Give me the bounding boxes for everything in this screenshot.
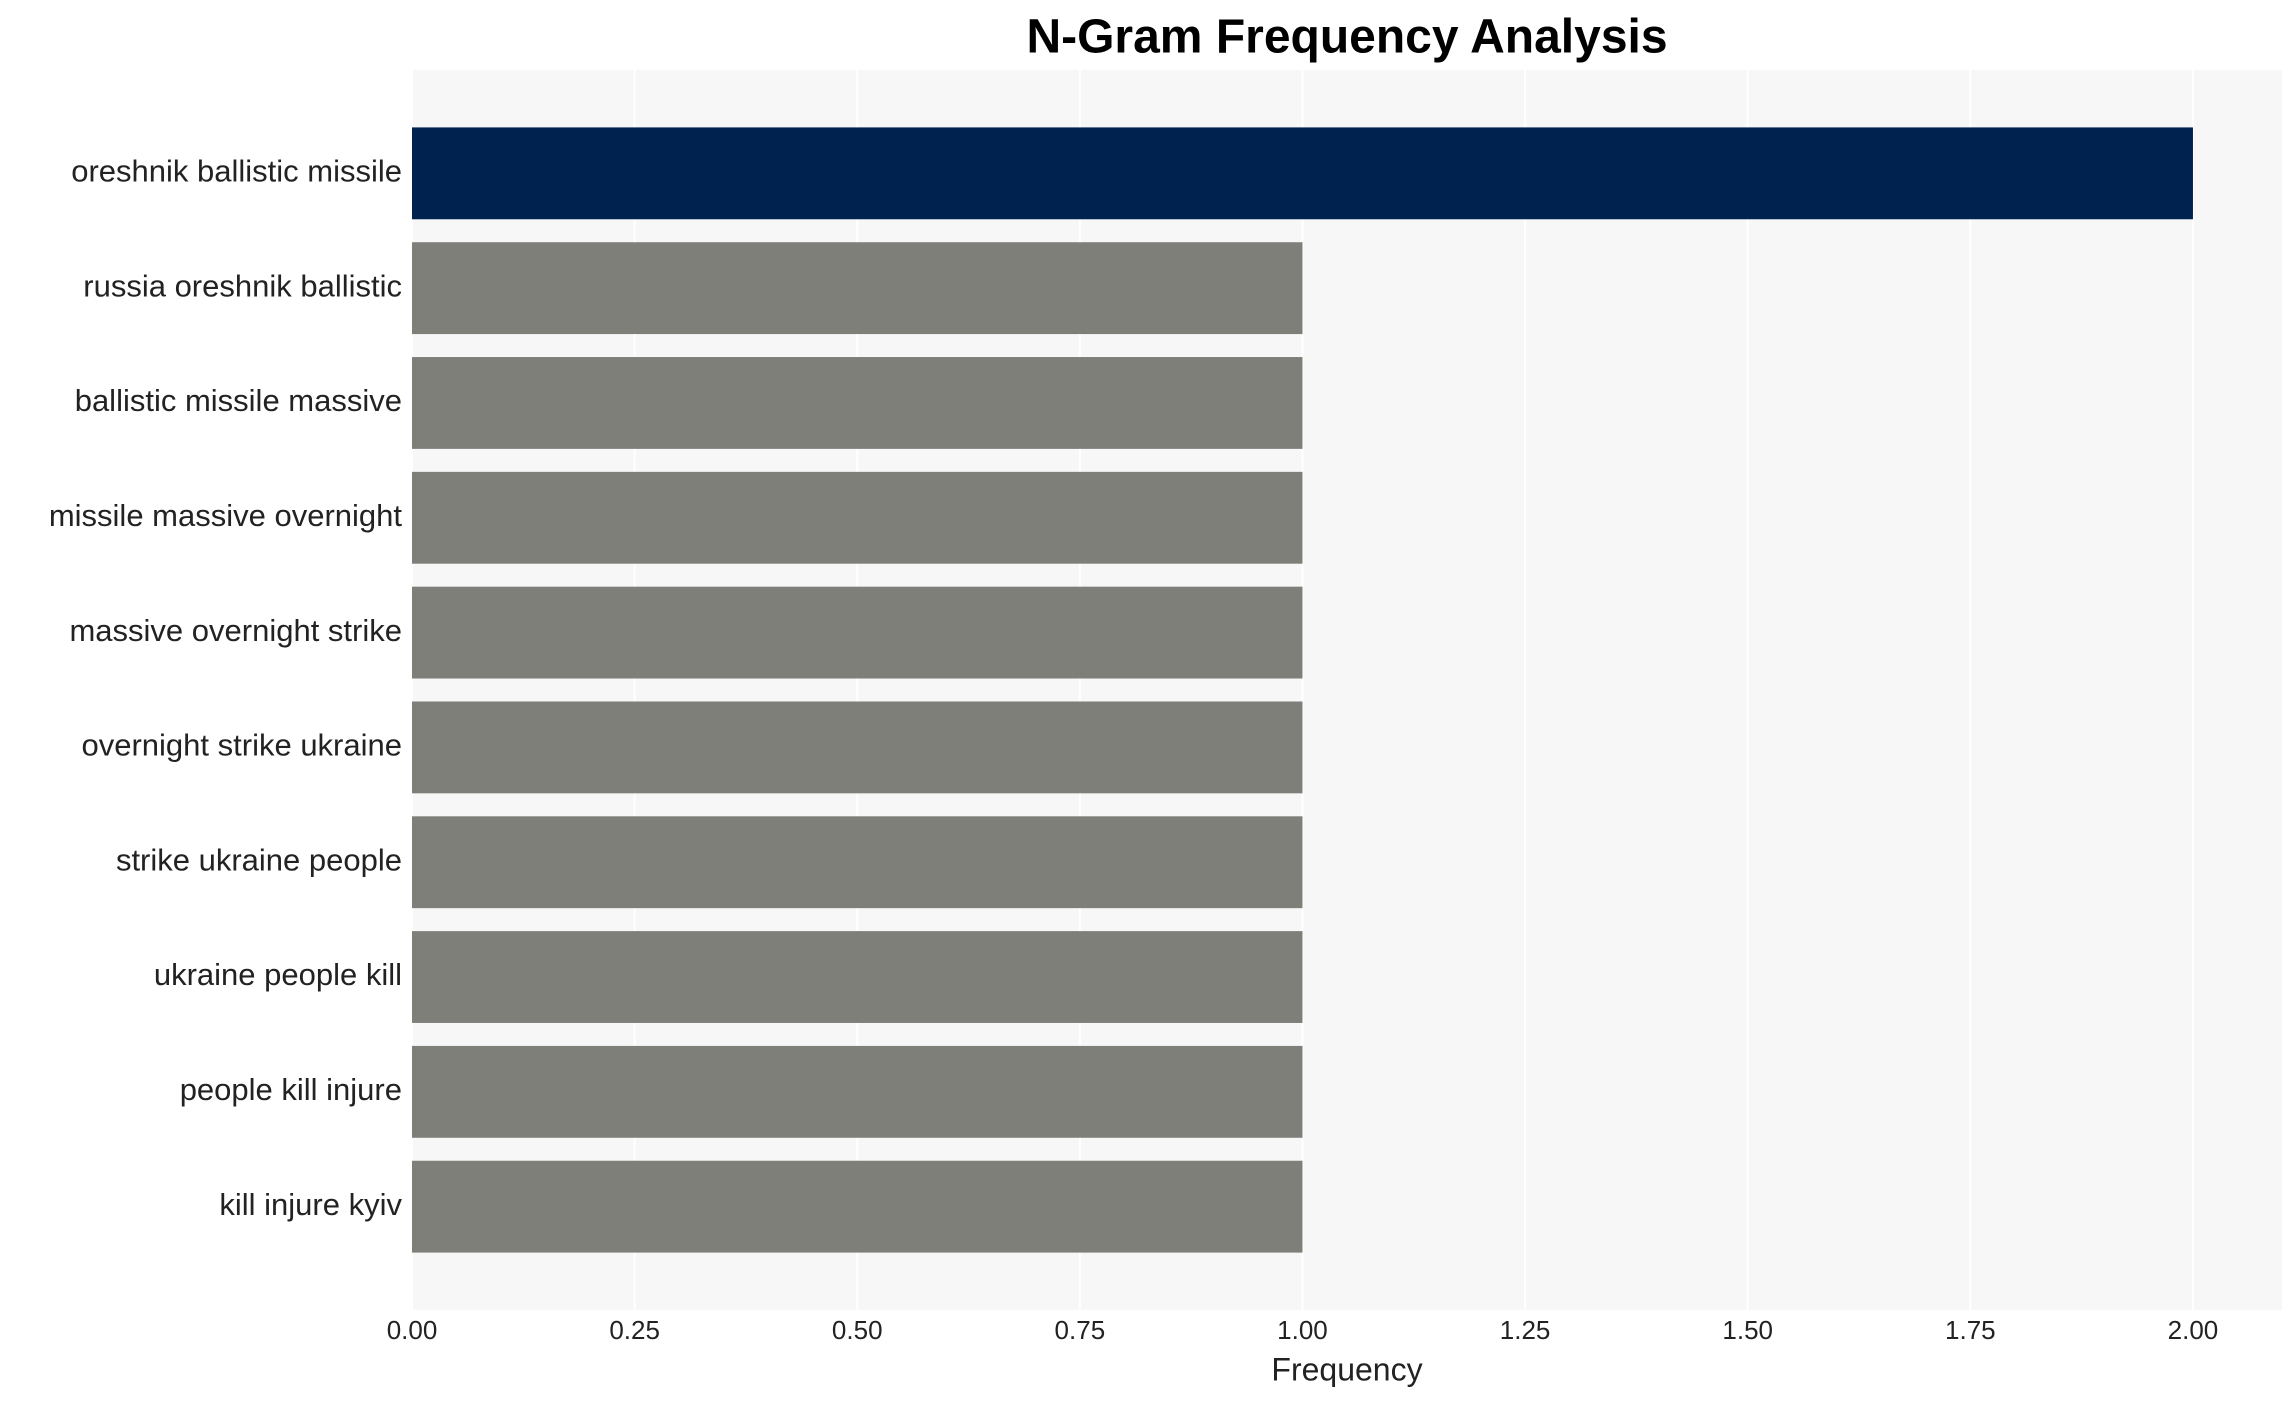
y-tick-label: people kill injure <box>180 1072 402 1107</box>
chart-title: N-Gram Frequency Analysis <box>1026 11 1667 64</box>
bar <box>412 242 1303 335</box>
y-tick-label: missile massive overnight <box>49 498 403 533</box>
y-tick-label: oreshnik ballistic missile <box>71 154 402 189</box>
y-tick-label: kill injure kyiv <box>219 1187 402 1222</box>
bar <box>412 586 1303 679</box>
x-tick-label: 2.00 <box>2168 1315 2219 1345</box>
x-tick-label: 1.50 <box>1722 1315 1773 1345</box>
y-tick-label: massive overnight strike <box>69 613 402 648</box>
x-tick-label: 1.75 <box>1945 1315 1996 1345</box>
bar <box>412 816 1303 909</box>
bar <box>412 1160 1303 1253</box>
x-axis-label: Frequency <box>1271 1351 1422 1387</box>
y-tick-label: ukraine people kill <box>154 957 402 992</box>
x-tick-label: 0.00 <box>387 1315 438 1345</box>
x-tick-label: 0.75 <box>1055 1315 1106 1345</box>
bar <box>412 471 1303 564</box>
x-tick-label: 0.25 <box>609 1315 660 1345</box>
bar <box>412 701 1303 794</box>
x-tick-label: 0.50 <box>832 1315 883 1345</box>
y-tick-label: russia oreshnik ballistic <box>83 268 402 303</box>
bar <box>412 1045 1303 1138</box>
x-tick-label: 1.00 <box>1277 1315 1328 1345</box>
y-tick-label: ballistic missile massive <box>75 383 402 418</box>
y-tick-label: strike ukraine people <box>116 842 402 877</box>
bar <box>412 357 1303 449</box>
x-tick-label: 1.25 <box>1500 1315 1551 1345</box>
bar <box>412 931 1303 1023</box>
bar <box>412 127 2193 220</box>
y-tick-label: overnight strike ukraine <box>82 728 403 763</box>
